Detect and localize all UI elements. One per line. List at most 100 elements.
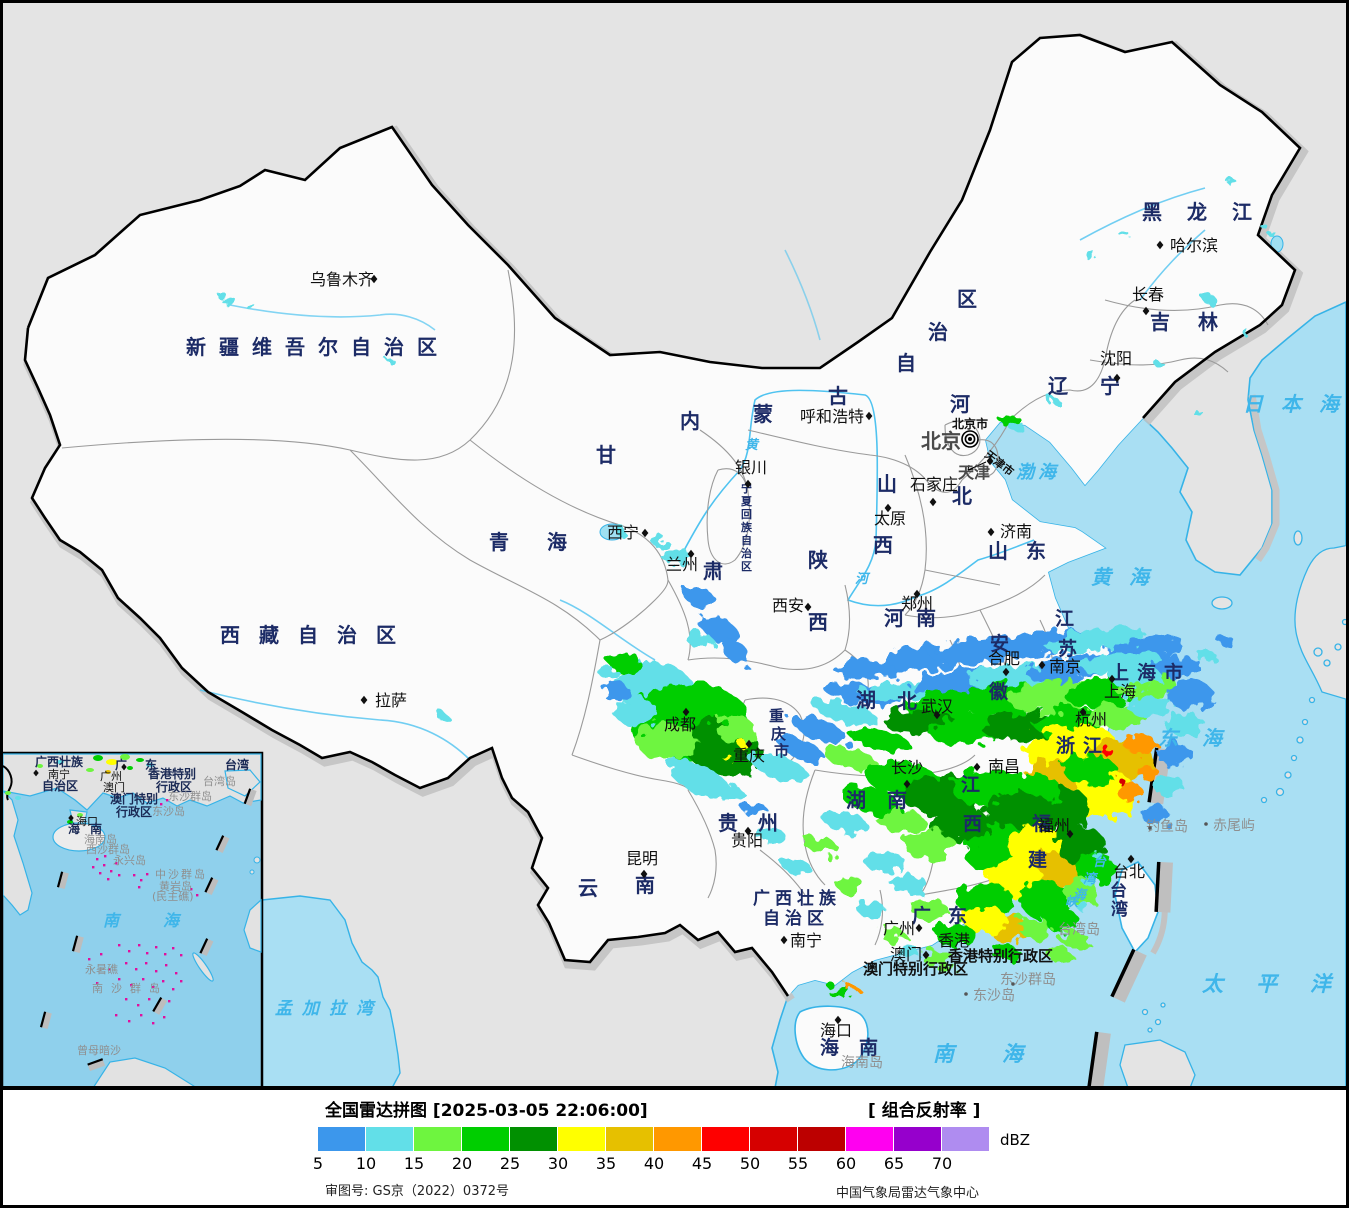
inset-island-dot [165,964,168,967]
inset-dash [87,1058,106,1072]
province-label: 肃 [703,559,723,583]
province-label: 上海市 [1110,661,1191,684]
national-border [23,33,1302,997]
radar-echo [812,698,878,726]
city-label: 长沙 [891,758,923,777]
radar-echo [823,811,867,833]
inset-dash [39,1011,52,1030]
sea-label: 黄 [745,437,760,453]
radar-echo [836,877,864,893]
radar-echo [1155,362,1165,368]
sea-label: 孟加拉湾 [275,999,383,1019]
island-label: 钓鱼岛 [1146,818,1188,835]
map-frame-bottom [0,1086,1349,1090]
inset-island-dot [88,958,91,961]
inset-island-dot [175,972,178,975]
inset-dash-bar [39,1011,47,1028]
province-label: 南 [635,873,655,897]
inset-dash-shadow [245,789,257,807]
inset-island-dot [104,855,107,858]
province-label: 辽宁 [1048,374,1152,398]
city-label: 贵阳 [731,831,763,850]
legend-title: 全国雷达拼图 [2025-03-05 22:06:00] [325,1101,648,1121]
province-label: 澳门特别行政区 [863,960,968,978]
island-label: 赤尾屿 [1213,818,1255,834]
inset-island-dot [163,1016,166,1019]
colorbar-cell [414,1127,461,1151]
province-label: 山 [877,472,897,496]
province-label: 西 [873,533,893,557]
agency-credit: 中国气象局雷达气象中心 [836,1186,980,1201]
inset-dash [199,938,214,957]
radar-echo [1241,329,1249,335]
inset-label: 澳门 [103,780,125,794]
province-label: 海南 [820,1036,898,1059]
inset-island-dot [138,944,141,947]
inset-dash-bar [243,788,252,805]
province-label: 苏 [1058,637,1077,660]
inset-island-dot [128,950,131,953]
inset-island-dot [96,982,99,985]
radar-echo [1076,902,1088,910]
city-label: 武汉 [921,697,953,716]
inset-island-dot [162,980,165,983]
rivers [199,187,1206,761]
province-label: 广东 [912,904,984,927]
inset-label: 曾母暗沙 [77,1043,121,1057]
radar-echo [1227,179,1237,185]
city-label: 沈阳 [1100,349,1132,368]
inset-island-dot [172,947,175,950]
dbz-tick: 5 [312,1154,324,1173]
inset-label: 中沙群岛 [155,867,207,881]
province-label: 自治区 [763,908,829,929]
radar-echo [1117,783,1143,801]
city-label: 济南 [1000,522,1032,541]
city-label: 南昌 [988,757,1020,776]
city-label: 海口 [820,1021,852,1040]
province-label: 西藏自治区 [220,623,415,647]
province-label: 新疆维吾尔自治区 [186,335,450,359]
radar-echo [614,698,658,726]
inset-island-dot [148,998,151,1001]
inset-island-dot [145,962,148,965]
province-label: 湖南 [846,788,928,812]
province-label: 河南 [884,606,948,630]
inset-dash-shadow [73,936,84,954]
city-label: 拉萨 [375,691,407,710]
city-label: 哈尔滨 [1170,236,1218,255]
inset-label: 黄岩岛 [159,879,192,893]
inset-dash [71,935,84,954]
province-label: 山东 [988,539,1064,563]
inset-label: 海 [163,911,182,930]
inset-island-dot [92,866,95,869]
dbz-tick-labels: 5 10 15 20 25 30 35 40 45 50 55 60 65 70 [313,1154,990,1174]
radar-echo [912,900,948,920]
inset-radar-speck [37,764,43,768]
province-label: 黑龙江 [1142,200,1277,224]
radar-echo [1109,664,1161,688]
dbz-tick: 30 [547,1154,569,1173]
province-label: 北京 [921,429,961,453]
city-label: 呼和浩特 [800,407,864,426]
radar-echo [1083,877,1097,887]
inset-island-dot [138,886,141,889]
province-label: 广西壮族 [753,888,841,909]
province-label: 治 [928,320,948,344]
city-label: 成都 [664,715,696,734]
dash-shadow [1157,862,1173,913]
inset-island-dot [99,872,102,875]
inset-radar-speck [105,770,111,774]
dash-segment [1086,1031,1111,1090]
radar-echo [822,745,878,771]
radar-echo [1141,806,1169,824]
radar-echo [1126,696,1174,716]
city-label: 南宁 [790,931,822,950]
radar-echo [1157,743,1193,767]
inset-island-dot [125,998,128,1001]
dash-bar [1110,948,1136,998]
inset-island-dot [190,888,193,891]
inset-dash-shadow [41,1012,52,1030]
island-label: 东沙群岛 [1000,972,1056,988]
sea-label: 东海 [1158,726,1246,750]
province-label: 青海 [489,530,605,554]
